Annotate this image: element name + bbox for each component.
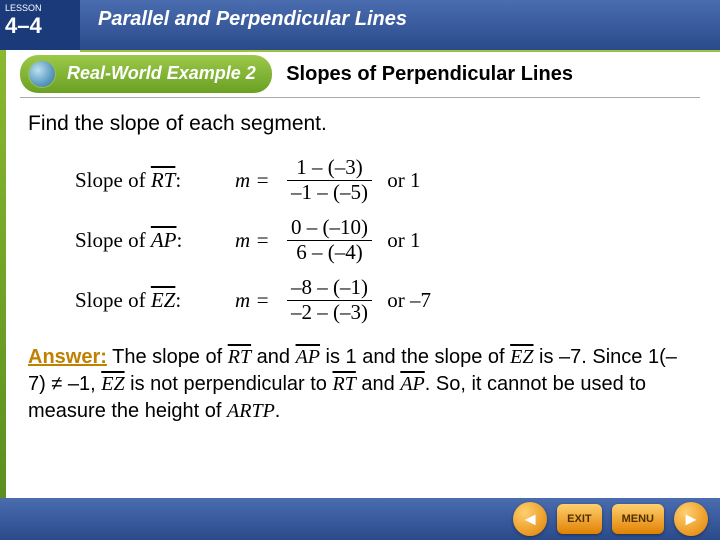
globe-icon [28, 60, 56, 88]
lesson-tab: LESSON 4–4 [0, 0, 90, 50]
next-button[interactable]: ► [674, 502, 708, 536]
slope-label: Slope of AP: [75, 228, 235, 253]
answer-block: Answer: The slope of RT and AP is 1 and … [28, 344, 692, 425]
title-underline [20, 97, 700, 98]
lesson-number: 4–4 [5, 13, 85, 39]
example-badge: Real-World Example 2 [20, 55, 272, 93]
content-area: Real-World Example 2 Slopes of Perpendic… [20, 55, 700, 485]
left-stripe [0, 50, 6, 540]
chapter-title: Parallel and Perpendicular Lines [98, 8, 407, 30]
footer-nav: ◄ EXIT MENU ► [0, 498, 720, 540]
answer-label: Answer: [28, 346, 107, 368]
chapter-title-bar: Parallel and Perpendicular Lines [80, 0, 720, 52]
m-equals: m = [235, 168, 287, 193]
example-badge-text: Real-World Example 2 [67, 63, 256, 83]
or-result: or –7 [382, 288, 431, 313]
fraction: 1 – (–3) –1 – (–5) [287, 156, 372, 203]
exit-label: EXIT [567, 513, 591, 525]
fraction: –8 – (–1) –2 – (–3) [287, 276, 372, 323]
m-equals: m = [235, 228, 287, 253]
prev-button[interactable]: ◄ [513, 502, 547, 536]
or-result: or 1 [382, 168, 421, 193]
m-equals: m = [235, 288, 287, 313]
menu-button[interactable]: MENU [612, 504, 664, 534]
instruction: Find the slope of each segment. [28, 112, 700, 136]
example-title: Slopes of Perpendicular Lines [286, 63, 573, 86]
lesson-label: LESSON [5, 3, 85, 13]
exit-button[interactable]: EXIT [557, 504, 601, 534]
equation-row: Slope of RT: m = 1 – (–3) –1 – (–5) or 1 [75, 154, 700, 206]
slope-label: Slope of RT: [75, 168, 235, 193]
menu-label: MENU [622, 513, 654, 525]
chevron-left-icon: ◄ [521, 509, 539, 530]
equations-block: Slope of RT: m = 1 – (–3) –1 – (–5) or 1… [75, 154, 700, 326]
slope-label: Slope of EZ: [75, 288, 235, 313]
equation-row: Slope of AP: m = 0 – (–10) 6 – (–4) or 1 [75, 214, 700, 266]
equation-row: Slope of EZ: m = –8 – (–1) –2 – (–3) or … [75, 274, 700, 326]
fraction: 0 – (–10) 6 – (–4) [287, 216, 372, 263]
chevron-right-icon: ► [682, 509, 700, 530]
example-header: Real-World Example 2 Slopes of Perpendic… [20, 55, 700, 93]
or-result: or 1 [382, 228, 421, 253]
